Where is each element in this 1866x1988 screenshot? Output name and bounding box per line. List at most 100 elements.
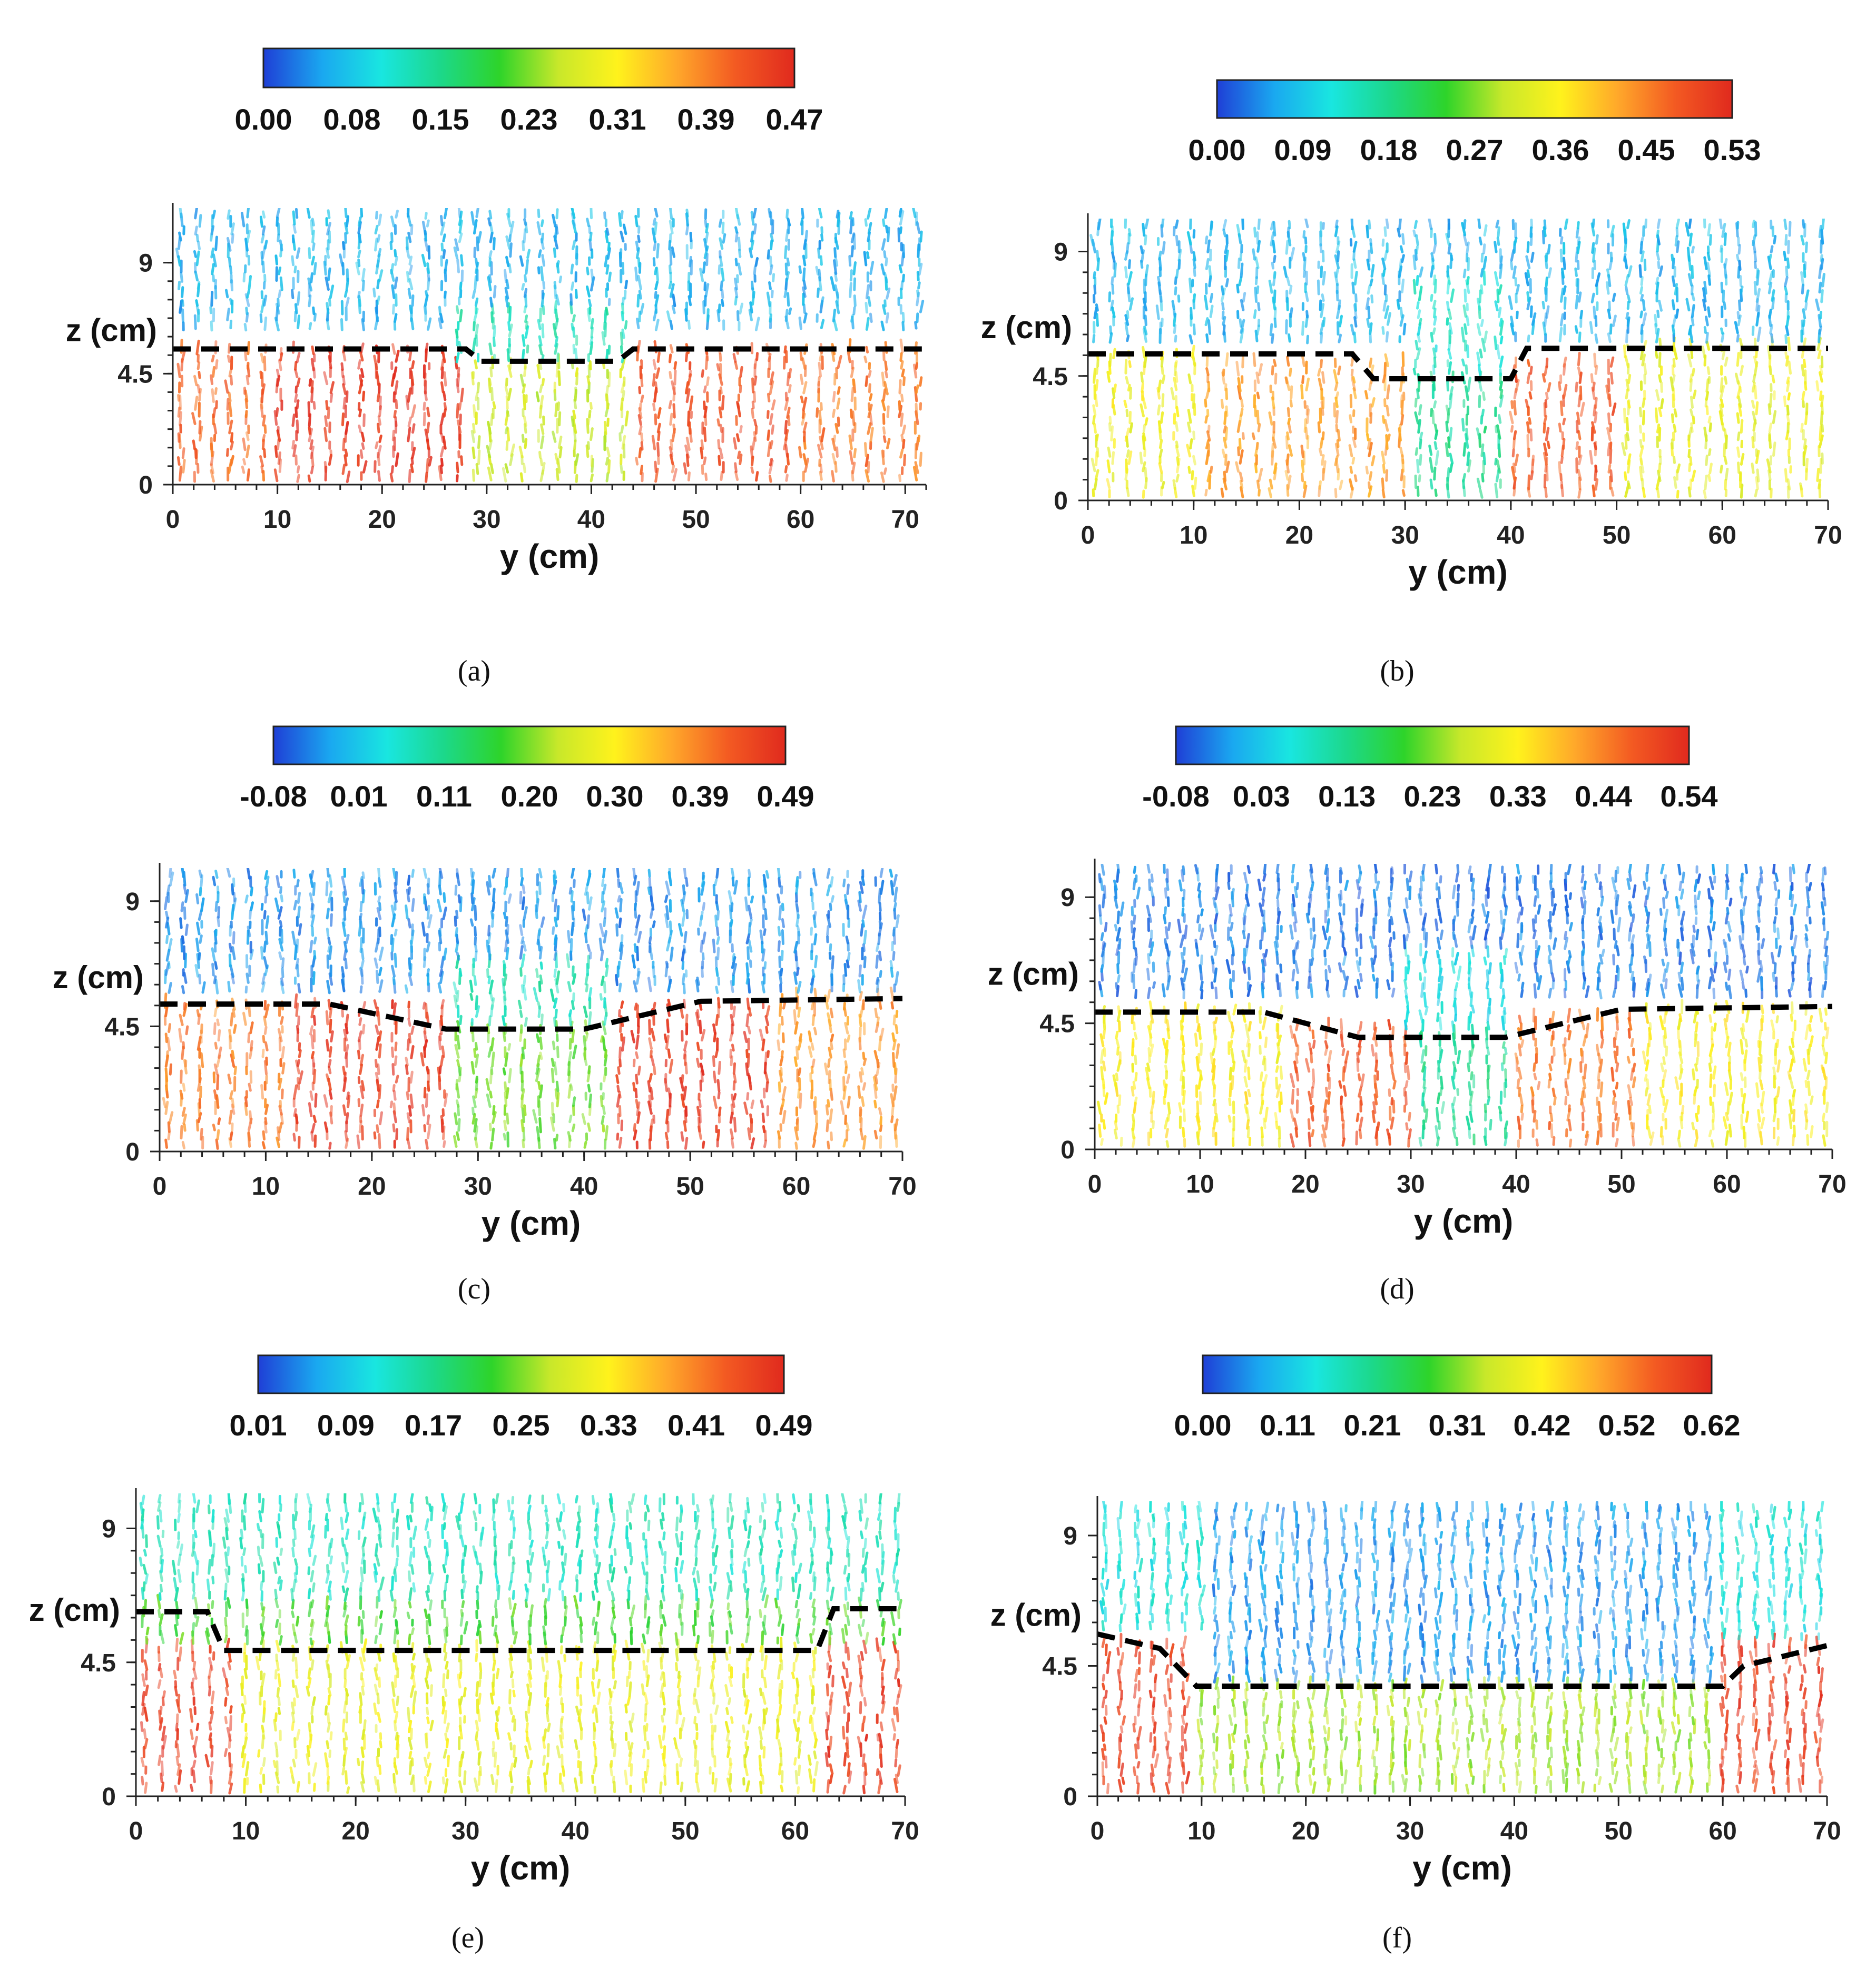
velocity-vector [1477, 219, 1481, 229]
velocity-vector [326, 1039, 330, 1052]
velocity-vector [638, 407, 643, 419]
velocity-vector [440, 1015, 444, 1027]
velocity-vector [1139, 451, 1143, 465]
velocity-vector [867, 461, 870, 474]
velocity-vector [635, 1051, 639, 1059]
velocity-vector [1140, 245, 1144, 254]
velocity-vector [1690, 422, 1694, 433]
velocity-vector [377, 234, 381, 243]
velocity-vector [1447, 348, 1452, 360]
velocity-vector [669, 233, 672, 243]
velocity-vector [867, 422, 872, 435]
velocity-vector [504, 287, 509, 300]
velocity-vector [492, 868, 497, 879]
velocity-vector [572, 220, 577, 234]
velocity-vector [542, 304, 545, 316]
velocity-vector [1755, 401, 1759, 416]
velocity-vector [1113, 1128, 1118, 1140]
velocity-vector [689, 255, 692, 268]
velocity-vector [1286, 475, 1292, 490]
velocity-vector [1285, 240, 1289, 255]
velocity-vector [325, 276, 330, 291]
velocity-vector [441, 350, 446, 363]
velocity-vector [1626, 432, 1630, 441]
velocity-vector [1106, 459, 1111, 474]
velocity-vector [762, 874, 768, 888]
velocity-vector [522, 985, 527, 1001]
velocity-vector [230, 222, 235, 235]
velocity-vector [519, 945, 524, 960]
velocity-vector [860, 923, 864, 937]
colorbar [1175, 725, 1690, 765]
velocity-vector [453, 1135, 458, 1148]
velocity-vector [671, 380, 676, 396]
y-tick-label: 0 [125, 1138, 140, 1166]
velocity-vector [881, 449, 885, 466]
interface-line [1088, 346, 1828, 381]
velocity-vector [279, 920, 283, 928]
velocity-vector [1189, 277, 1193, 293]
velocity-vector [342, 1104, 347, 1116]
velocity-vector [1784, 286, 1789, 296]
velocity-vector [1419, 266, 1424, 278]
velocity-vector [541, 254, 546, 267]
velocity-vector [1155, 304, 1160, 320]
velocity-vector [1494, 271, 1499, 287]
velocity-vector [390, 215, 395, 228]
velocity-vector [787, 292, 790, 307]
velocity-vector [1526, 291, 1530, 303]
velocity-vector [1255, 371, 1260, 385]
velocity-vector [1288, 333, 1291, 343]
velocity-vector [297, 1077, 300, 1090]
velocity-vector [541, 232, 545, 244]
velocity-vector [750, 445, 754, 459]
velocity-vector [1271, 450, 1274, 466]
velocity-vector [1740, 419, 1744, 434]
velocity-vector [637, 930, 642, 943]
velocity-vector [437, 982, 443, 994]
velocity-vector [857, 979, 862, 993]
velocity-vector [1399, 245, 1404, 253]
velocity-vector [197, 361, 201, 370]
velocity-vector [524, 1017, 528, 1027]
velocity-vector [845, 936, 849, 944]
velocity-vector [568, 1038, 572, 1050]
velocity-vector [1124, 219, 1127, 229]
velocity-vector [1192, 455, 1196, 466]
velocity-vector [493, 285, 497, 299]
velocity-vector [411, 898, 415, 912]
velocity-vector [1319, 407, 1322, 424]
velocity-vector [1207, 319, 1212, 335]
velocity-vector [748, 869, 751, 878]
velocity-vector [200, 1052, 204, 1068]
velocity-vector [438, 884, 442, 895]
velocity-vector [411, 404, 416, 418]
velocity-vector [767, 249, 770, 260]
velocity-vector [296, 465, 300, 474]
velocity-vector [879, 1027, 885, 1041]
velocity-vector [1449, 252, 1453, 261]
velocity-vector [1285, 435, 1289, 450]
velocity-vector [281, 1088, 284, 1100]
velocity-vector [1721, 332, 1725, 343]
velocity-vector [457, 894, 461, 904]
velocity-vector [1541, 230, 1545, 244]
velocity-vector [1577, 351, 1581, 367]
velocity-vector [1611, 402, 1617, 416]
velocity-vector [767, 392, 771, 402]
velocity-vector [1240, 319, 1245, 334]
velocity-vector [1352, 376, 1356, 384]
velocity-vector [1755, 288, 1761, 303]
velocity-vector [163, 895, 169, 911]
velocity-vector [519, 472, 524, 483]
velocity-vector [474, 323, 479, 339]
velocity-vector [1100, 1066, 1104, 1081]
velocity-vector [231, 1097, 235, 1108]
velocity-vector [1723, 301, 1727, 310]
velocity-vector [440, 242, 444, 252]
velocity-vector [541, 461, 546, 475]
velocity-vector [1102, 1119, 1106, 1130]
velocity-vector [704, 283, 710, 298]
velocity-vector [328, 1059, 332, 1068]
velocity-vector [556, 260, 560, 268]
